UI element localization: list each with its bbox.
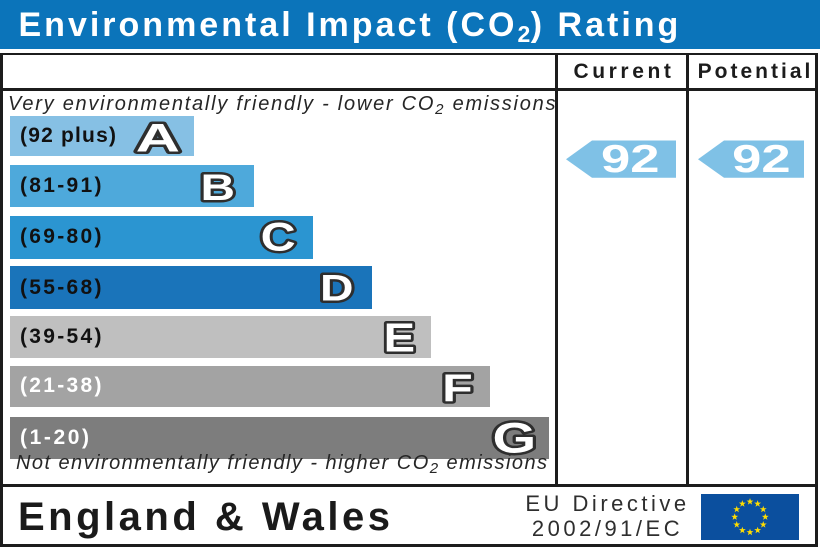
svg-text:92: 92 [732, 138, 791, 181]
svg-text:A: A [136, 116, 180, 160]
svg-text:B: B [201, 166, 236, 208]
svg-text:E: E [384, 314, 415, 360]
svg-text:D: D [320, 266, 354, 308]
svg-text:92: 92 [601, 138, 660, 181]
svg-text:C: C [261, 215, 296, 259]
svg-text:F: F [442, 367, 473, 410]
svg-text:G: G [493, 414, 537, 462]
